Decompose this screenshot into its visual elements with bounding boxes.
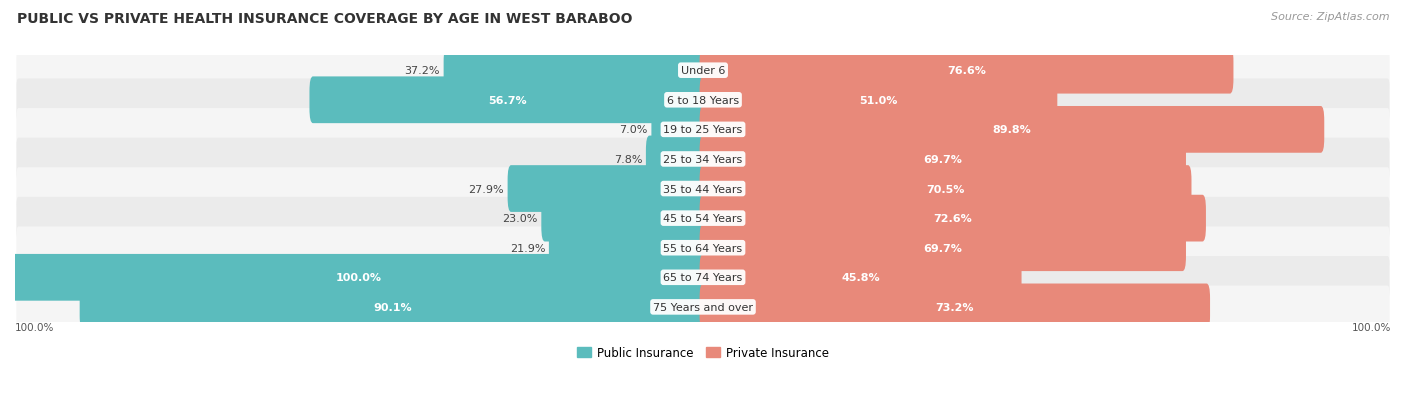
Text: 23.0%: 23.0%: [502, 214, 538, 223]
FancyBboxPatch shape: [700, 48, 1233, 94]
FancyBboxPatch shape: [700, 254, 1022, 301]
Text: 19 to 25 Years: 19 to 25 Years: [664, 125, 742, 135]
FancyBboxPatch shape: [309, 77, 706, 124]
Text: 65 to 74 Years: 65 to 74 Years: [664, 273, 742, 282]
FancyBboxPatch shape: [700, 166, 1191, 212]
FancyBboxPatch shape: [17, 109, 1389, 151]
Text: 90.1%: 90.1%: [374, 302, 412, 312]
FancyBboxPatch shape: [17, 286, 1389, 328]
FancyBboxPatch shape: [17, 50, 1389, 92]
Text: 73.2%: 73.2%: [935, 302, 974, 312]
FancyBboxPatch shape: [80, 284, 706, 330]
Text: 76.6%: 76.6%: [948, 66, 986, 76]
Legend: Public Insurance, Private Insurance: Public Insurance, Private Insurance: [572, 342, 834, 364]
FancyBboxPatch shape: [17, 197, 1389, 240]
Text: 45 to 54 Years: 45 to 54 Years: [664, 214, 742, 223]
Text: 21.9%: 21.9%: [510, 243, 546, 253]
Text: Under 6: Under 6: [681, 66, 725, 76]
FancyBboxPatch shape: [17, 138, 1389, 181]
FancyBboxPatch shape: [645, 136, 706, 183]
Text: 69.7%: 69.7%: [924, 243, 962, 253]
FancyBboxPatch shape: [508, 166, 706, 212]
FancyBboxPatch shape: [651, 107, 706, 153]
FancyBboxPatch shape: [17, 168, 1389, 210]
Text: 7.8%: 7.8%: [614, 154, 643, 164]
FancyBboxPatch shape: [700, 77, 1057, 124]
FancyBboxPatch shape: [17, 79, 1389, 122]
Text: 37.2%: 37.2%: [405, 66, 440, 76]
Text: 72.6%: 72.6%: [934, 214, 972, 223]
FancyBboxPatch shape: [700, 195, 1206, 242]
Text: 70.5%: 70.5%: [927, 184, 965, 194]
FancyBboxPatch shape: [700, 107, 1324, 153]
Text: 56.7%: 56.7%: [489, 95, 527, 106]
Text: 100.0%: 100.0%: [1351, 322, 1391, 332]
Text: 25 to 34 Years: 25 to 34 Years: [664, 154, 742, 164]
Text: Source: ZipAtlas.com: Source: ZipAtlas.com: [1271, 12, 1389, 22]
Text: 7.0%: 7.0%: [620, 125, 648, 135]
FancyBboxPatch shape: [541, 195, 706, 242]
Text: 35 to 44 Years: 35 to 44 Years: [664, 184, 742, 194]
Text: 100.0%: 100.0%: [15, 322, 55, 332]
Text: 75 Years and over: 75 Years and over: [652, 302, 754, 312]
FancyBboxPatch shape: [444, 48, 706, 94]
Text: 89.8%: 89.8%: [993, 125, 1031, 135]
FancyBboxPatch shape: [700, 284, 1211, 330]
Text: 69.7%: 69.7%: [924, 154, 962, 164]
FancyBboxPatch shape: [700, 136, 1187, 183]
FancyBboxPatch shape: [17, 227, 1389, 269]
Text: 27.9%: 27.9%: [468, 184, 505, 194]
Text: 55 to 64 Years: 55 to 64 Years: [664, 243, 742, 253]
Text: 45.8%: 45.8%: [841, 273, 880, 282]
Text: 6 to 18 Years: 6 to 18 Years: [666, 95, 740, 106]
FancyBboxPatch shape: [11, 254, 706, 301]
Text: 51.0%: 51.0%: [859, 95, 897, 106]
Text: PUBLIC VS PRIVATE HEALTH INSURANCE COVERAGE BY AGE IN WEST BARABOO: PUBLIC VS PRIVATE HEALTH INSURANCE COVER…: [17, 12, 633, 26]
FancyBboxPatch shape: [700, 225, 1187, 271]
FancyBboxPatch shape: [548, 225, 706, 271]
Text: 100.0%: 100.0%: [336, 273, 382, 282]
FancyBboxPatch shape: [17, 256, 1389, 299]
